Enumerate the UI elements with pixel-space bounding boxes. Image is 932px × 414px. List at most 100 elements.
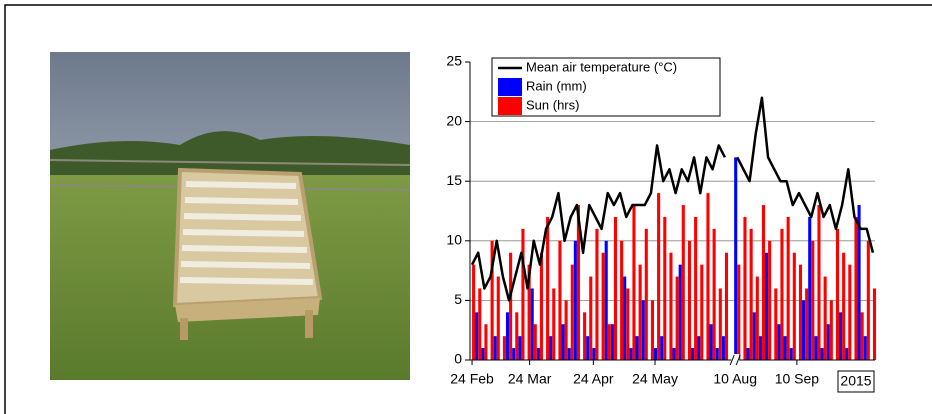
bar xyxy=(672,348,676,360)
bar xyxy=(860,312,864,360)
bar xyxy=(724,252,729,360)
photo xyxy=(49,52,411,380)
bar xyxy=(669,252,673,360)
bar xyxy=(823,276,827,360)
y-tick-label: 15 xyxy=(446,172,462,188)
bar xyxy=(798,264,803,360)
y-tick-label: 20 xyxy=(446,112,462,128)
bar xyxy=(564,300,568,360)
bar xyxy=(746,348,750,360)
bar xyxy=(845,348,849,360)
bar xyxy=(527,264,531,360)
bar xyxy=(653,348,658,360)
bar xyxy=(663,216,667,360)
legend-box xyxy=(491,57,721,117)
bar xyxy=(623,276,627,360)
bar xyxy=(620,240,624,360)
bar xyxy=(737,264,741,360)
bar xyxy=(641,300,645,360)
legend-swatch xyxy=(498,97,522,115)
bar xyxy=(509,252,513,360)
bar xyxy=(650,300,654,360)
bar xyxy=(561,324,565,360)
bar xyxy=(570,264,574,360)
chart: 0 5 10 15 20 25 24 Feb 24 Mar 24 Apr 24 May 10 Aug… xyxy=(446,53,877,393)
legend-label: Rain (mm) xyxy=(526,78,587,93)
bar xyxy=(687,240,692,360)
bar xyxy=(814,336,818,360)
x-tick-label: 24 Feb xyxy=(450,371,494,387)
bar xyxy=(681,205,685,360)
bar xyxy=(518,336,522,360)
bar xyxy=(583,312,587,360)
bar xyxy=(660,336,664,360)
bar xyxy=(697,336,701,360)
bar xyxy=(604,240,608,360)
bar xyxy=(675,276,679,360)
bar xyxy=(758,336,762,360)
bar xyxy=(826,324,830,360)
bar xyxy=(694,216,698,360)
bar xyxy=(475,312,479,360)
bar xyxy=(777,324,781,360)
bar xyxy=(706,193,710,360)
bar xyxy=(626,288,630,360)
bar xyxy=(505,312,510,360)
legend-swatch xyxy=(498,78,522,96)
x-tick-label: 24 May xyxy=(632,371,678,387)
bar xyxy=(607,324,611,360)
legend-label: Sun (hrs) xyxy=(526,97,579,112)
x-tick-label: 10 Aug xyxy=(713,371,757,387)
bar xyxy=(734,157,738,360)
bar xyxy=(786,216,790,360)
bar xyxy=(848,264,852,360)
bar xyxy=(743,216,747,360)
line xyxy=(470,96,875,302)
bar xyxy=(573,240,577,360)
bar xyxy=(481,348,485,360)
bar xyxy=(820,348,824,360)
bar xyxy=(610,324,614,360)
bar xyxy=(576,205,580,360)
bar xyxy=(546,216,550,360)
bar xyxy=(811,240,815,360)
bar xyxy=(752,312,756,360)
bar xyxy=(678,264,682,360)
bar xyxy=(629,348,633,360)
bar xyxy=(721,336,725,360)
bar xyxy=(774,288,778,360)
bar xyxy=(866,240,870,360)
bar xyxy=(472,264,476,360)
axis-break xyxy=(735,354,741,366)
y-tick-label: 25 xyxy=(446,53,462,69)
bar xyxy=(854,216,858,360)
bar xyxy=(644,228,648,360)
bar xyxy=(635,336,639,360)
bar xyxy=(805,288,809,360)
frame xyxy=(4,4,932,414)
bar xyxy=(808,216,812,360)
bar xyxy=(558,240,562,360)
bar xyxy=(638,264,642,360)
bar xyxy=(872,288,877,360)
bar xyxy=(842,252,846,360)
bar xyxy=(496,276,500,360)
bar xyxy=(802,300,806,360)
bar xyxy=(783,336,787,360)
legend-label: Mean air temperature (°C) xyxy=(526,59,677,74)
bar xyxy=(780,228,784,360)
bar xyxy=(502,336,506,360)
bar xyxy=(595,228,599,360)
bar xyxy=(792,252,796,360)
bar xyxy=(530,288,534,360)
bar xyxy=(533,324,537,360)
bar xyxy=(715,348,719,360)
bar xyxy=(749,228,753,360)
bar xyxy=(613,216,617,360)
y-tick-label: 10 xyxy=(446,232,462,248)
bar xyxy=(691,348,695,360)
bar xyxy=(839,312,843,360)
annotation: 2015 xyxy=(840,373,871,389)
bar xyxy=(700,264,704,360)
